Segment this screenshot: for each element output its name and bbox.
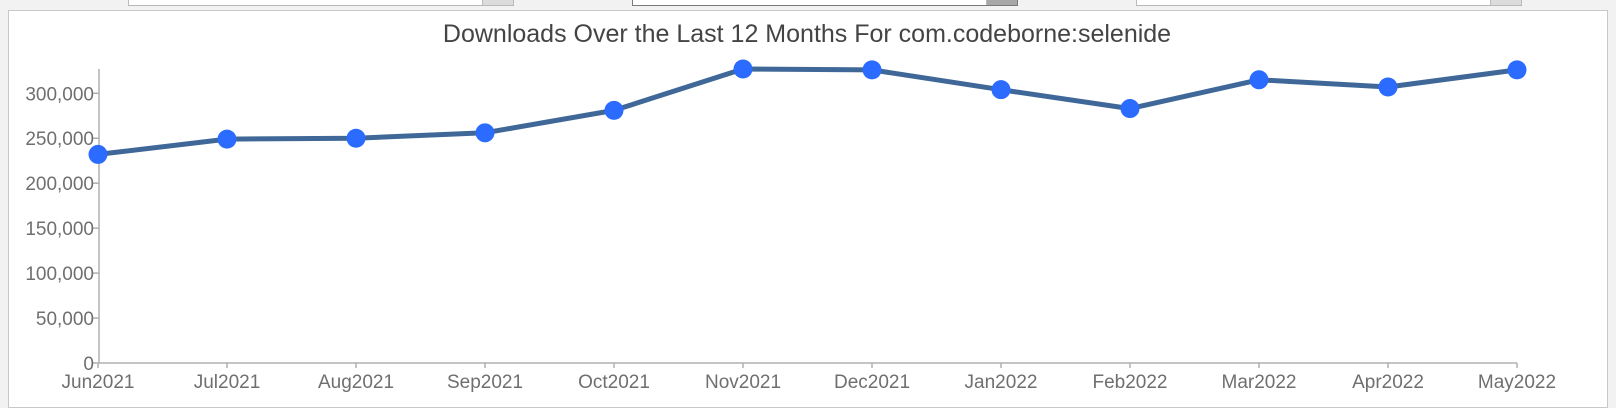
data-point: [1507, 60, 1527, 80]
x-tick-label: Aug2021: [318, 372, 394, 393]
x-tick-label: Feb2022: [1092, 372, 1167, 393]
y-tick-label: 50,000: [36, 309, 94, 330]
data-point: [346, 128, 366, 148]
data-point: [604, 100, 624, 120]
toolbar-field-middle[interactable]: [632, 0, 1018, 6]
x-tick-label: Jan2022: [965, 372, 1038, 393]
x-tick-label: Mar2022: [1222, 372, 1297, 393]
chart-panel: Downloads Over the Last 12 Months For co…: [8, 10, 1608, 408]
y-tick-label: 300,000: [25, 84, 94, 105]
toolbar-field-left-button[interactable]: [482, 0, 513, 5]
x-tick-label: Sep2021: [447, 372, 523, 393]
data-point: [1249, 70, 1269, 90]
y-tick-label: 100,000: [25, 264, 94, 285]
data-point: [991, 80, 1011, 100]
y-tick-label: 250,000: [25, 129, 94, 150]
x-tick-label: May2022: [1478, 372, 1556, 393]
toolbar-field-right-button[interactable]: [1490, 0, 1521, 5]
data-point: [475, 123, 495, 143]
toolbar-field-right[interactable]: [1136, 0, 1522, 6]
line-chart: Downloads Over the Last 12 Months For co…: [25, 20, 1556, 393]
y-tick-label: 200,000: [25, 174, 94, 195]
y-tick-label: 150,000: [25, 219, 94, 240]
data-point: [217, 129, 237, 149]
series-line: [95, 66, 1520, 157]
x-tick-label: Oct2021: [578, 372, 650, 393]
toolbar-field-middle-button[interactable]: [986, 0, 1017, 5]
data-point: [862, 60, 882, 80]
tick-labels: 0 50,000 100,000 150,000 200,000 250,000 300,0…: [25, 84, 1556, 393]
data-point: [1120, 99, 1140, 119]
data-point: [1378, 77, 1398, 97]
x-tick-label: Apr2022: [1352, 372, 1424, 393]
x-tick-label: Dec2021: [834, 372, 910, 393]
chart-title: Downloads Over the Last 12 Months For co…: [443, 20, 1171, 48]
y-tick-label: 0: [83, 354, 94, 375]
data-point: [88, 144, 108, 164]
axes: [93, 69, 1518, 368]
x-tick-label: Jun2021: [62, 372, 135, 393]
toolbar-field-left[interactable]: [128, 0, 514, 6]
series-layer: [88, 59, 1527, 164]
x-tick-label: Jul2021: [194, 372, 261, 393]
data-point: [733, 59, 753, 79]
x-tick-label: Nov2021: [705, 372, 781, 393]
